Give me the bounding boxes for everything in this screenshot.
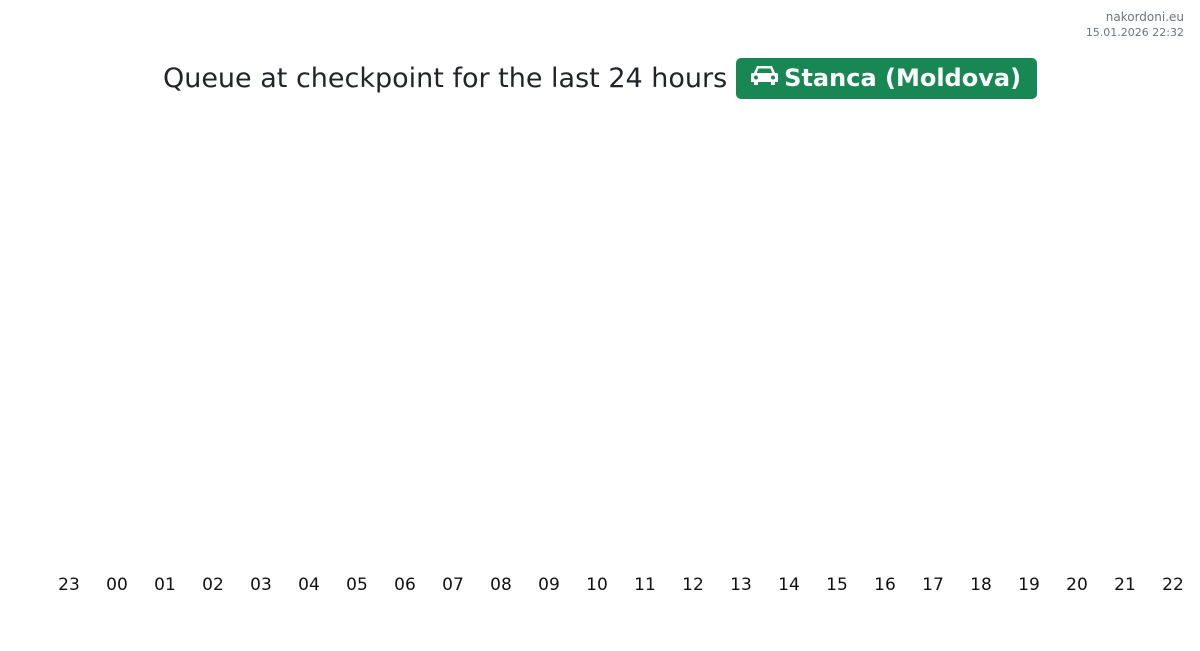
checkpoint-name: Stanca (Moldova) <box>784 64 1022 92</box>
x-tick-label: 19 <box>1018 575 1040 595</box>
x-tick-label: 14 <box>778 575 800 595</box>
checkpoint-badge: Stanca (Moldova) <box>736 58 1038 99</box>
x-tick-label: 16 <box>874 575 896 595</box>
x-tick-label: 06 <box>394 575 416 595</box>
timestamp: 15.01.2026 22:32 <box>1085 26 1184 39</box>
x-tick-label: 00 <box>106 575 128 595</box>
chart-title: Queue at checkpoint for the last 24 hour… <box>0 58 1200 99</box>
x-tick-label: 23 <box>58 575 80 595</box>
x-tick-label: 04 <box>298 575 320 595</box>
x-tick-label: 05 <box>346 575 368 595</box>
car-icon <box>751 63 779 93</box>
x-tick-label: 21 <box>1114 575 1136 595</box>
x-tick-label: 08 <box>490 575 512 595</box>
x-tick-label: 02 <box>202 575 224 595</box>
x-tick-label: 11 <box>634 575 656 595</box>
x-tick-label: 09 <box>538 575 560 595</box>
x-tick-label: 10 <box>586 575 608 595</box>
brand-block: nakordoni.eu 15.01.2026 22:32 <box>1086 9 1184 41</box>
x-tick-label: 22 <box>1162 575 1184 595</box>
x-tick-label: 12 <box>682 575 704 595</box>
x-tick-label: 13 <box>730 575 752 595</box>
x-tick-label: 03 <box>250 575 272 595</box>
x-tick-label: 15 <box>826 575 848 595</box>
x-tick-label: 01 <box>154 575 176 595</box>
x-tick-label: 20 <box>1066 575 1088 595</box>
x-tick-label: 07 <box>442 575 464 595</box>
x-tick-label: 18 <box>970 575 992 595</box>
page-title: Queue at checkpoint for the last 24 hour… <box>162 63 728 94</box>
site-name: nakordoni.eu <box>1105 10 1184 24</box>
x-tick-label: 17 <box>922 575 944 595</box>
